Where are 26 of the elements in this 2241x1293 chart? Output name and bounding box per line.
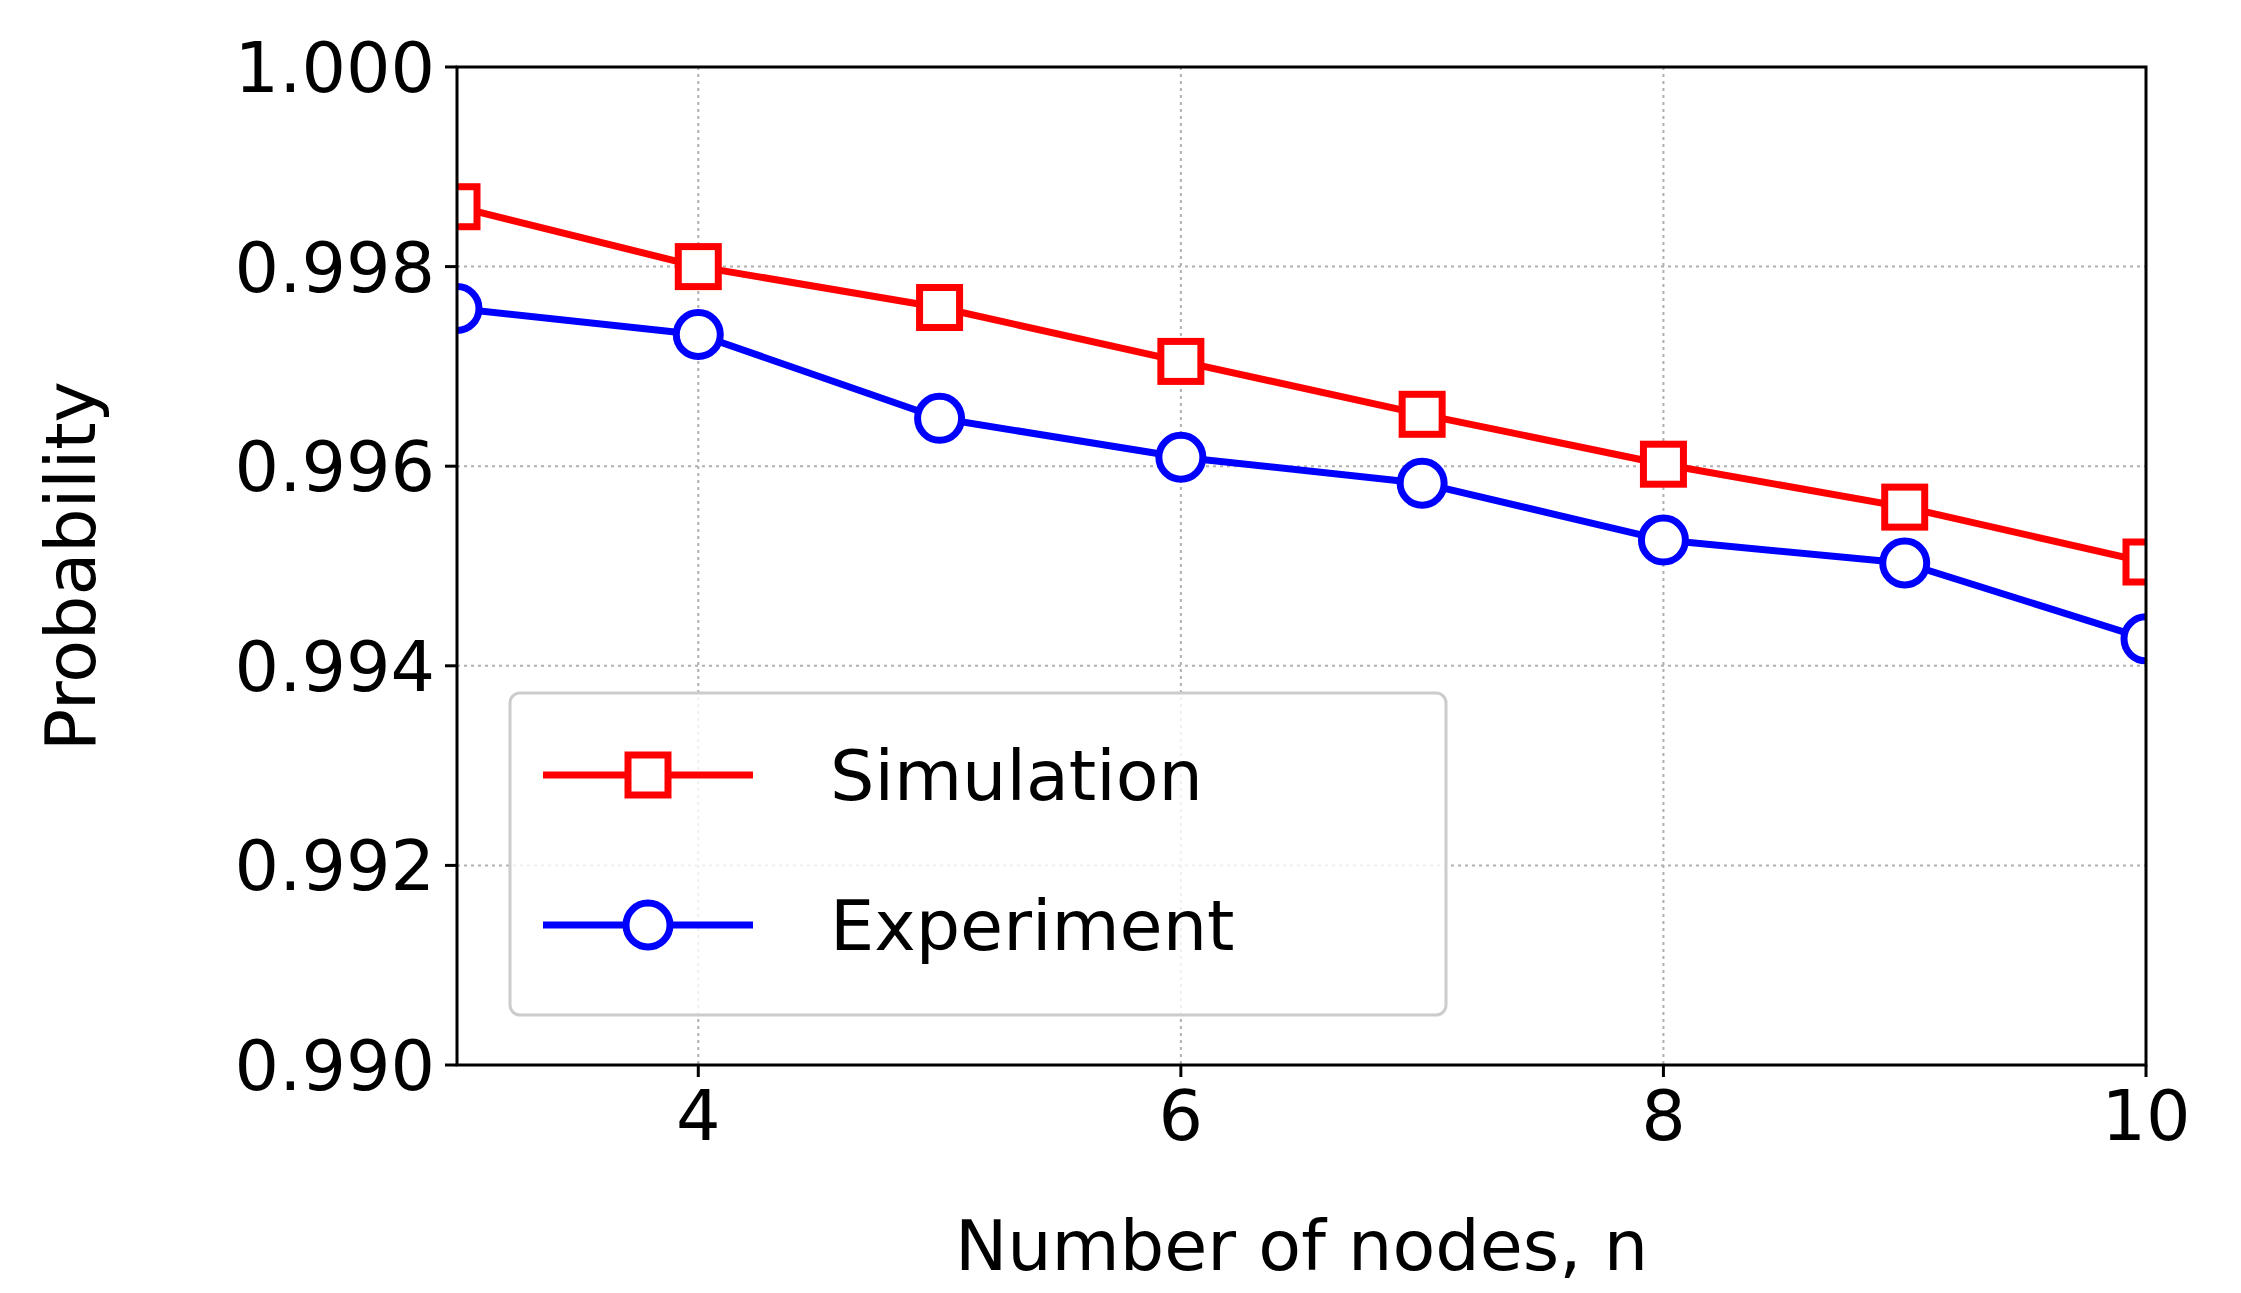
point bbox=[916, 284, 964, 332]
x-axis-title: Number of nodes, n bbox=[954, 1205, 1649, 1287]
point bbox=[674, 243, 722, 291]
y-tick-label: 0.998 bbox=[234, 226, 435, 309]
point bbox=[1879, 537, 1931, 589]
point bbox=[914, 392, 966, 444]
y-tick-label: 0.990 bbox=[234, 1025, 435, 1107]
y-tick-label: 1.000 bbox=[234, 27, 435, 109]
point bbox=[672, 308, 724, 360]
x-tick-label: 6 bbox=[1158, 1075, 1204, 1157]
point bbox=[1398, 390, 1446, 438]
point bbox=[1637, 514, 1689, 566]
x-tick-label: 8 bbox=[1641, 1075, 1686, 1157]
y-tick-label: 0.994 bbox=[234, 625, 435, 708]
point bbox=[1881, 483, 1929, 531]
legend-label: Simulation bbox=[830, 735, 1203, 817]
y-tick-label: 0.992 bbox=[234, 825, 435, 908]
point bbox=[1157, 337, 1205, 385]
y-axis-title: Probability bbox=[30, 380, 112, 752]
point bbox=[1155, 431, 1207, 483]
point bbox=[1396, 457, 1448, 509]
point bbox=[1639, 440, 1687, 488]
legend-label: Experiment bbox=[830, 885, 1235, 967]
x-tick-label: 4 bbox=[676, 1075, 721, 1157]
x-tick-label: 10 bbox=[2101, 1075, 2191, 1157]
y-tick-label: 0.996 bbox=[234, 426, 435, 509]
